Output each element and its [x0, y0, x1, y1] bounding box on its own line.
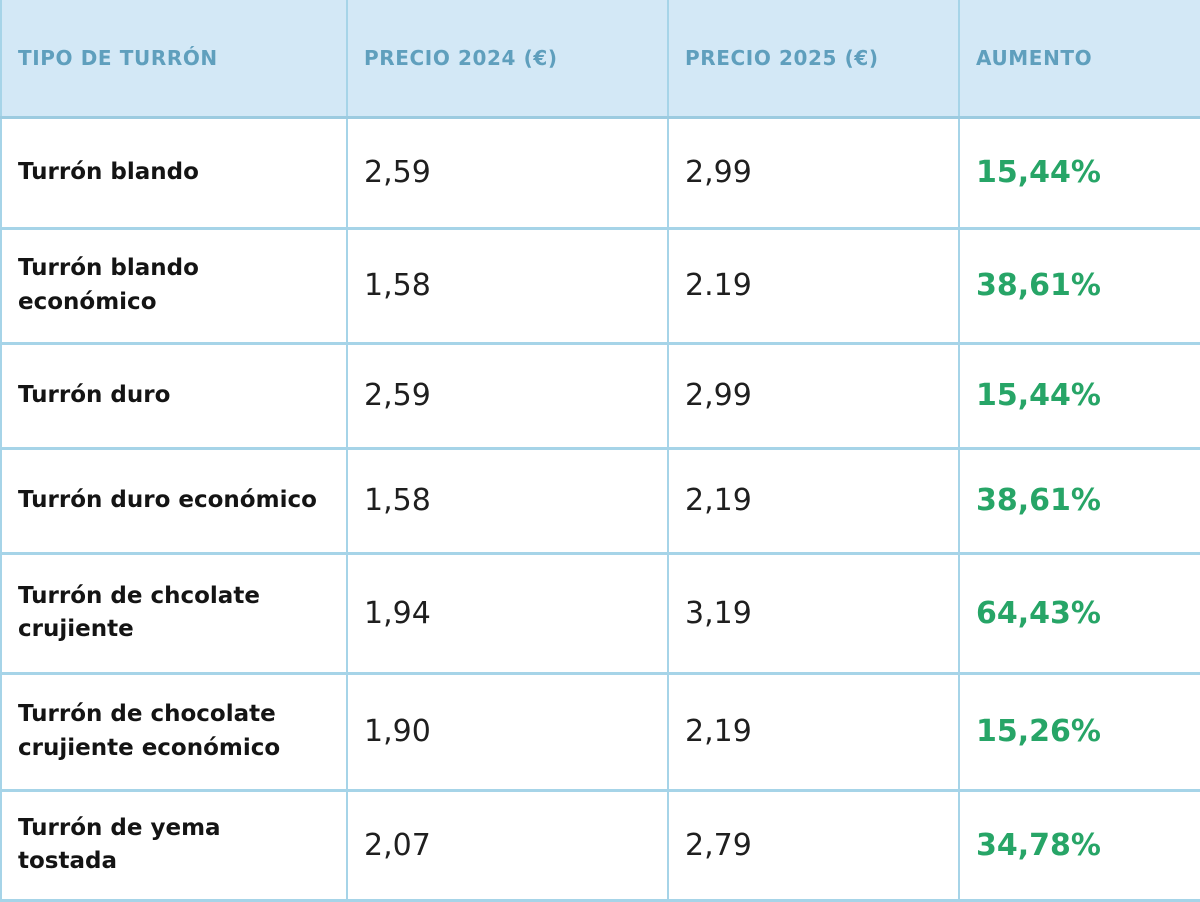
- turron-type-cell: Turrón de yema tostada: [0, 790, 348, 902]
- table-row: Turrón de yema tostada 2,07 2,79 34,78%: [0, 790, 1200, 902]
- turron-type-cell: Turrón de chocolate crujiente económico: [0, 673, 348, 792]
- price-2025-cell: 2,99: [667, 117, 960, 230]
- price-2025-cell: 2,79: [667, 790, 960, 902]
- increase-cell: 15,44%: [958, 117, 1200, 230]
- price-2024-cell: 1,94: [346, 553, 669, 675]
- price-2025-cell: 2.19: [667, 228, 960, 345]
- price-2025-cell: 2,19: [667, 448, 960, 555]
- increase-cell: 34,78%: [958, 790, 1200, 902]
- table-row: Turrón blando económico 1,58 2.19 38,61%: [0, 228, 1200, 345]
- turron-type-cell: Turrón blando: [0, 117, 348, 230]
- turron-type-cell: Turrón blando económico: [0, 228, 348, 345]
- turron-type-cell: Turrón duro: [0, 343, 348, 450]
- turron-type-cell: Turrón duro económico: [0, 448, 348, 555]
- header-precio-2024: PRECIO 2024 (€): [346, 0, 669, 119]
- increase-cell: 38,61%: [958, 228, 1200, 345]
- price-2024-cell: 1,58: [346, 448, 669, 555]
- turron-type-cell: Turrón de chcolate crujiente: [0, 553, 348, 675]
- price-2024-cell: 2,59: [346, 117, 669, 230]
- increase-cell: 15,44%: [958, 343, 1200, 450]
- price-2025-cell: 2,99: [667, 343, 960, 450]
- table-row: Turrón de chcolate crujiente 1,94 3,19 6…: [0, 553, 1200, 675]
- header-aumento: AUMENTO: [958, 0, 1200, 119]
- price-2024-cell: 1,58: [346, 228, 669, 345]
- price-2024-cell: 1,90: [346, 673, 669, 792]
- increase-cell: 64,43%: [958, 553, 1200, 675]
- increase-cell: 15,26%: [958, 673, 1200, 792]
- increase-cell: 38,61%: [958, 448, 1200, 555]
- table-row: Turrón de chocolate crujiente económico …: [0, 673, 1200, 792]
- header-precio-2025: PRECIO 2025 (€): [667, 0, 960, 119]
- price-2024-cell: 2,07: [346, 790, 669, 902]
- table-row: Turrón blando 2,59 2,99 15,44%: [0, 117, 1200, 230]
- price-2025-cell: 3,19: [667, 553, 960, 675]
- price-2024-cell: 2,59: [346, 343, 669, 450]
- header-tipo: TIPO DE TURRÓN: [0, 0, 348, 119]
- table-row: Turrón duro económico 1,58 2,19 38,61%: [0, 448, 1200, 555]
- table-row: Turrón duro 2,59 2,99 15,44%: [0, 343, 1200, 450]
- price-2025-cell: 2,19: [667, 673, 960, 792]
- header-row: TIPO DE TURRÓN PRECIO 2024 (€) PRECIO 20…: [0, 0, 1200, 119]
